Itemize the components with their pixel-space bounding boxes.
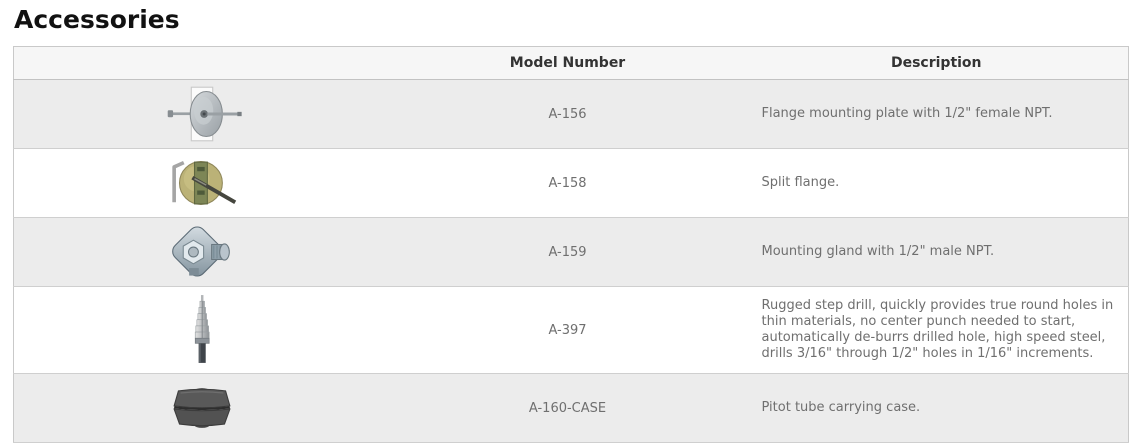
- page-title: Accessories: [14, 5, 180, 34]
- pitot-tube-carrying-case-image: [159, 378, 245, 438]
- product-image-cell: [14, 374, 391, 443]
- model-number: A-156: [548, 106, 587, 122]
- description-text: Split flange.: [761, 175, 840, 190]
- page: Accessories Model Number Description A-1…: [13, 5, 1129, 443]
- product-image-cell: [14, 149, 391, 218]
- table-row: A-159 Mounting gland with 1/2" male NPT.: [13, 217, 1129, 287]
- product-image-cell: [14, 80, 391, 149]
- description-text: Flange mounting plate with 1/2" female N…: [761, 106, 1053, 121]
- table-row: A-158 Split flange.: [13, 148, 1129, 218]
- column-header-description: Description: [744, 46, 1129, 80]
- model-number: A-397: [548, 322, 587, 338]
- table-row: A-160-CASE Pitot tube carrying case.: [13, 373, 1129, 443]
- table-header-row: Model Number Description: [13, 46, 1129, 80]
- column-header-image: [13, 46, 391, 80]
- column-header-model: Model Number: [390, 46, 745, 80]
- model-number: A-158: [548, 175, 587, 191]
- product-image-cell: [14, 218, 391, 287]
- table-row: A-156 Flange mounting plate with 1/2" fe…: [13, 79, 1129, 149]
- product-image-cell: [14, 287, 391, 374]
- table-body: A-156 Flange mounting plate with 1/2" fe…: [13, 79, 1129, 443]
- accessories-table: Model Number Description A-156 Flange mo…: [13, 46, 1129, 443]
- model-number: A-159: [548, 244, 587, 260]
- description-text: Pitot tube carrying case.: [761, 400, 921, 415]
- description-text: Mounting gland with 1/2" male NPT.: [761, 244, 995, 259]
- model-number: A-160-CASE: [528, 400, 607, 416]
- step-drill-image: [159, 293, 245, 367]
- flange-mounting-plate-image: [159, 84, 245, 144]
- split-flange-image: [159, 153, 245, 213]
- table-row: A-397 Rugged step drill, quickly provide…: [13, 286, 1129, 374]
- description-text: Rugged step drill, quickly provides true…: [761, 298, 1114, 361]
- table-header: Model Number Description: [13, 46, 1129, 80]
- mounting-gland-image: [159, 222, 245, 282]
